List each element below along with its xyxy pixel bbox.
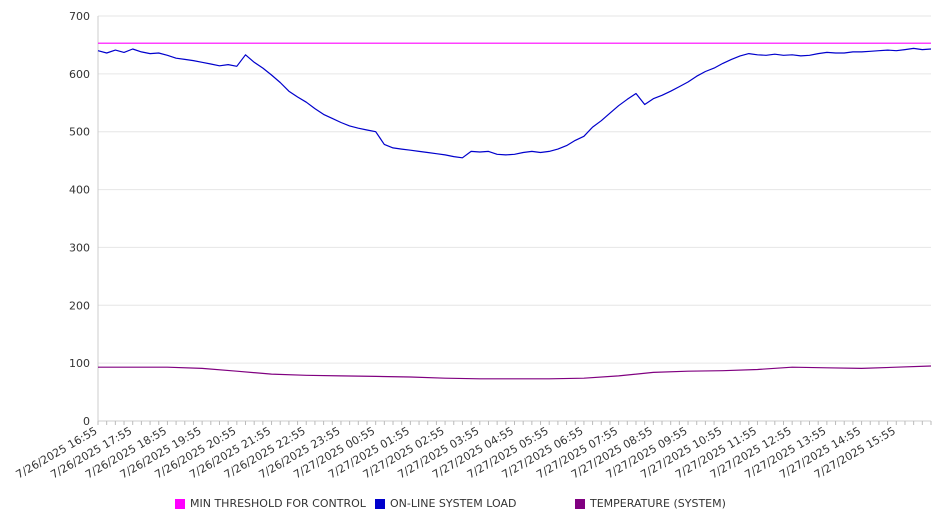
gridlines [98, 15, 931, 364]
legend-swatch-threshold [175, 498, 185, 509]
legend: MIN THRESHOLD FOR CONTROL ON-LINE SYSTEM… [0, 497, 946, 517]
legend-swatch-system-load [375, 498, 385, 509]
y-tick-label: 700 [69, 10, 90, 23]
x-minor-ticks [97, 421, 932, 425]
y-tick-label: 300 [69, 241, 90, 254]
y-tick-label: 400 [69, 184, 90, 197]
legend-label-system-load: ON-LINE SYSTEM LOAD [390, 497, 517, 510]
legend-label-threshold: MIN THRESHOLD FOR CONTROL [190, 497, 366, 510]
series-line-temperature-system [98, 365, 932, 380]
y-tick-label: 100 [69, 357, 90, 370]
legend-item-threshold: MIN THRESHOLD FOR CONTROL [175, 497, 366, 510]
y-tick-label: 500 [69, 126, 90, 139]
y-tick-labels: 0 100 200 300 400 500 600 700 [69, 10, 90, 428]
legend-item-system-load: ON-LINE SYSTEM LOAD [375, 497, 516, 510]
legend-item-temperature: TEMPERATURE (SYSTEM) [575, 497, 726, 510]
legend-swatch-temperature [575, 498, 585, 509]
x-tick-labels: 7/26/2025 16:557/26/2025 17:557/26/2025 … [14, 424, 898, 481]
legend-label-temperature: TEMPERATURE (SYSTEM) [590, 497, 726, 510]
y-tick-label: 0 [83, 415, 90, 428]
axes [97, 16, 931, 422]
series-line-on-line-system-load [97, 47, 932, 159]
series-lines [97, 42, 932, 380]
y-tick-label: 600 [69, 68, 90, 81]
y-tick-label: 200 [69, 299, 90, 312]
